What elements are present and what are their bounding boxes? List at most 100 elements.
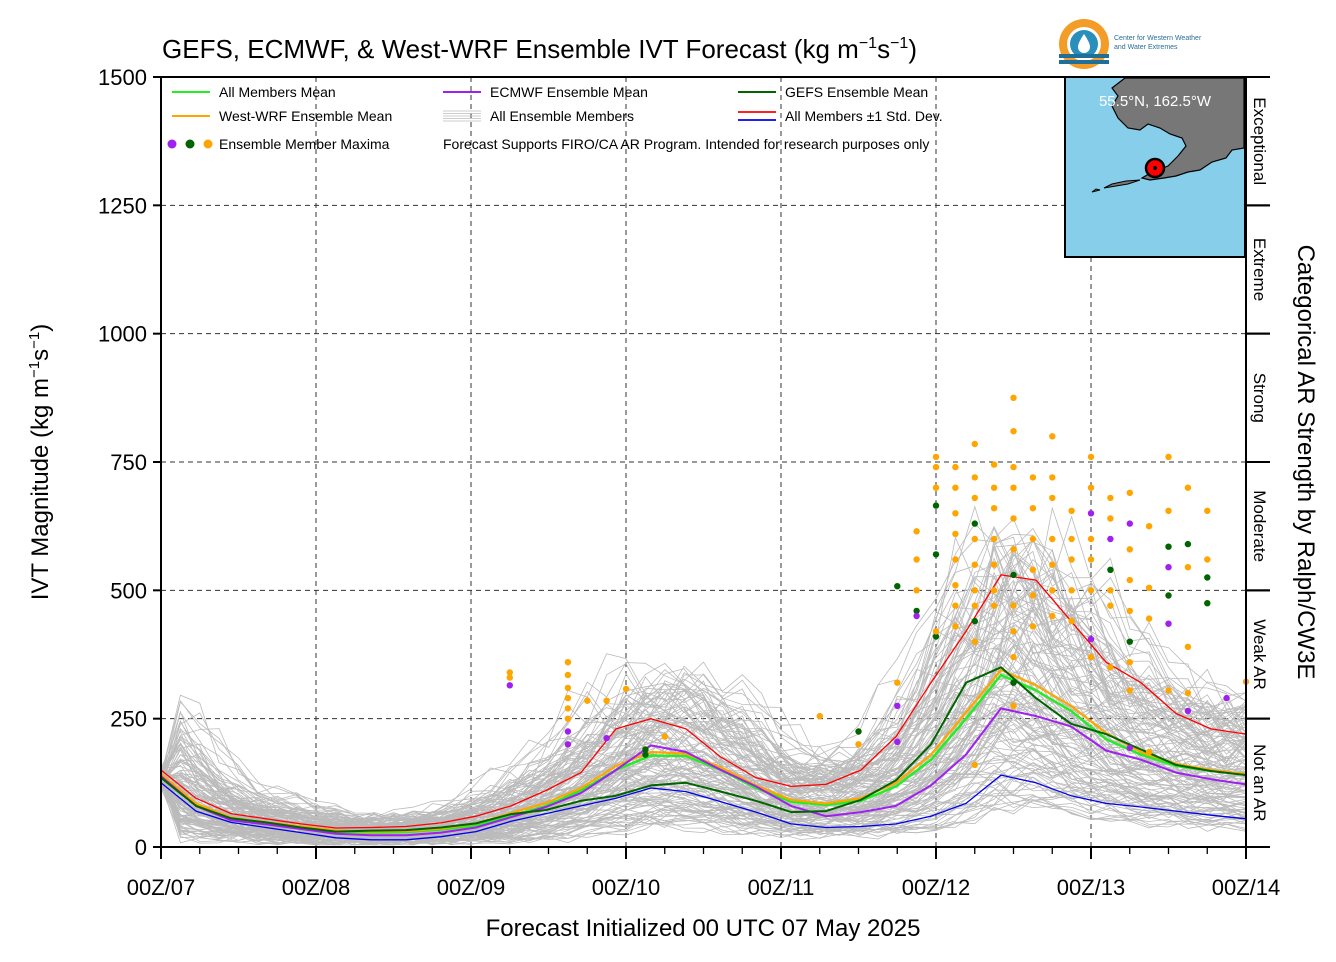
member-maximum-point	[932, 628, 940, 635]
map-location-label: 55.5°N, 162.5°W	[1099, 93, 1212, 110]
legend-label: ECMWF Ensemble Mean	[490, 84, 648, 100]
category-label: Weak AR	[1250, 619, 1269, 690]
member-maximum-point	[1107, 602, 1114, 609]
member-maximum-point	[952, 530, 959, 538]
member-maximum-point	[952, 602, 959, 609]
member-maximum-point	[1087, 453, 1095, 461]
ensemble-member-line	[160, 650, 1247, 838]
member-maximum-point	[1107, 494, 1114, 502]
member-maximum-point	[1204, 600, 1211, 607]
member-maximum-point	[1087, 510, 1095, 517]
member-maximum-point	[990, 461, 998, 468]
member-maximum-point	[622, 685, 630, 693]
member-maximum-point	[1107, 515, 1114, 522]
legend: All Members Mean ECMWF Ensemble Mean GEFS …	[167, 84, 943, 152]
member-maximum-point	[1165, 564, 1172, 571]
x-tick-label: 00Z/10	[592, 875, 661, 900]
member-maximum-point	[855, 741, 862, 748]
ensemble-member-line	[160, 577, 1247, 826]
ensemble-member-line	[160, 515, 1247, 820]
member-maximum-point	[1010, 546, 1017, 553]
x-tick-label: 00Z/14	[1212, 875, 1281, 900]
member-maximum-point	[1068, 507, 1075, 514]
member-maximum-point	[1010, 628, 1017, 635]
member-maximum-point	[1126, 489, 1134, 496]
member-maximum-point	[1010, 571, 1017, 579]
ensemble-member-line	[160, 646, 1247, 836]
member-maximum-point	[1049, 561, 1056, 568]
member-maximum-point	[932, 484, 940, 491]
member-maximum-point	[932, 453, 940, 461]
right-axis-label: Categorical AR Strength by Ralph/CW3E	[1292, 245, 1319, 680]
member-maximum-point	[1165, 620, 1172, 627]
mean-and-stddev-lines	[160, 574, 1247, 841]
member-maximum-point	[1184, 707, 1192, 715]
y-tick-label: 750	[110, 450, 147, 475]
member-maximum-point	[952, 463, 959, 471]
ensemble-member-line	[160, 562, 1247, 830]
series-line-all-members-1-std-dev-	[160, 574, 1247, 829]
legend-label: Ensemble Member Maxima	[219, 136, 390, 152]
member-maximum-point	[1204, 507, 1211, 514]
member-maximum-point	[1010, 653, 1017, 661]
legend-label: West-WRF Ensemble Mean	[219, 108, 392, 124]
x-tick-label: 00Z/08	[282, 875, 351, 900]
member-maximum-point	[1029, 505, 1037, 512]
y-tick-label: 0	[135, 835, 147, 860]
member-maximum-point	[971, 761, 978, 769]
member-maximum-point	[952, 582, 959, 589]
member-maximum-point	[1107, 535, 1114, 543]
logo-line2: and Water Extremes	[1114, 44, 1178, 51]
member-maximum-point	[1029, 474, 1037, 481]
y-tick-label: 1250	[98, 193, 147, 218]
member-maximum-point	[1165, 453, 1172, 461]
member-maximum-point	[971, 617, 978, 625]
member-maximum-point	[1204, 574, 1211, 581]
member-maximum-point	[1107, 664, 1114, 671]
member-maximum-point	[1126, 520, 1134, 527]
member-maximum-point	[1145, 748, 1153, 756]
member-maximum-point	[1184, 484, 1192, 491]
member-maximum-point	[1049, 433, 1056, 440]
legend-label: All Members ±1 Std. Dev.	[785, 108, 943, 124]
ensemble-member-line	[160, 596, 1247, 828]
member-maximum-point	[1049, 474, 1056, 481]
member-maximum-point	[564, 694, 572, 702]
category-label: Not an AR	[1250, 744, 1269, 822]
y-tick-label: 1000	[98, 322, 147, 347]
category-label: Strong	[1250, 373, 1269, 423]
ensemble-member-line	[160, 701, 1247, 839]
member-maximum-point	[816, 712, 823, 720]
member-maximum-point	[1165, 507, 1172, 514]
ensemble-maxima-points	[506, 394, 1250, 769]
member-maximum-point	[1010, 484, 1017, 491]
member-maximum-point	[1010, 394, 1017, 401]
member-maximum-point	[913, 556, 920, 563]
legend-dot	[203, 139, 213, 149]
member-maximum-point	[584, 697, 591, 704]
member-maximum-point	[1029, 535, 1037, 543]
member-maximum-point	[1145, 584, 1153, 591]
plot-area	[160, 76, 1250, 848]
member-maximum-point	[564, 684, 572, 692]
ensemble-member-line	[160, 539, 1247, 824]
y-axis-label: IVT Magnitude (kg m−1s−1)	[26, 324, 54, 601]
member-maximum-point	[603, 735, 610, 742]
member-maximum-point	[990, 587, 998, 594]
member-maximum-point	[1010, 515, 1017, 522]
member-maximum-point	[1145, 615, 1153, 622]
member-maximum-point	[1049, 494, 1056, 502]
member-maximum-point	[971, 494, 978, 502]
legend-label: All Ensemble Members	[490, 108, 634, 124]
y-tick-label: 250	[110, 707, 147, 732]
ensemble-member-line	[160, 533, 1247, 825]
member-maximum-point	[1010, 428, 1017, 435]
member-maximum-point	[990, 561, 998, 568]
legend-dot	[167, 139, 177, 149]
member-maximum-point	[855, 728, 862, 735]
member-maximum-point	[894, 702, 901, 709]
member-maximum-point	[1126, 607, 1134, 615]
chart-title: GEFS, ECMWF, & West-WRF Ensemble IVT For…	[162, 34, 917, 64]
ensemble-member-line	[160, 638, 1247, 831]
ensemble-member-line	[160, 782, 1247, 846]
